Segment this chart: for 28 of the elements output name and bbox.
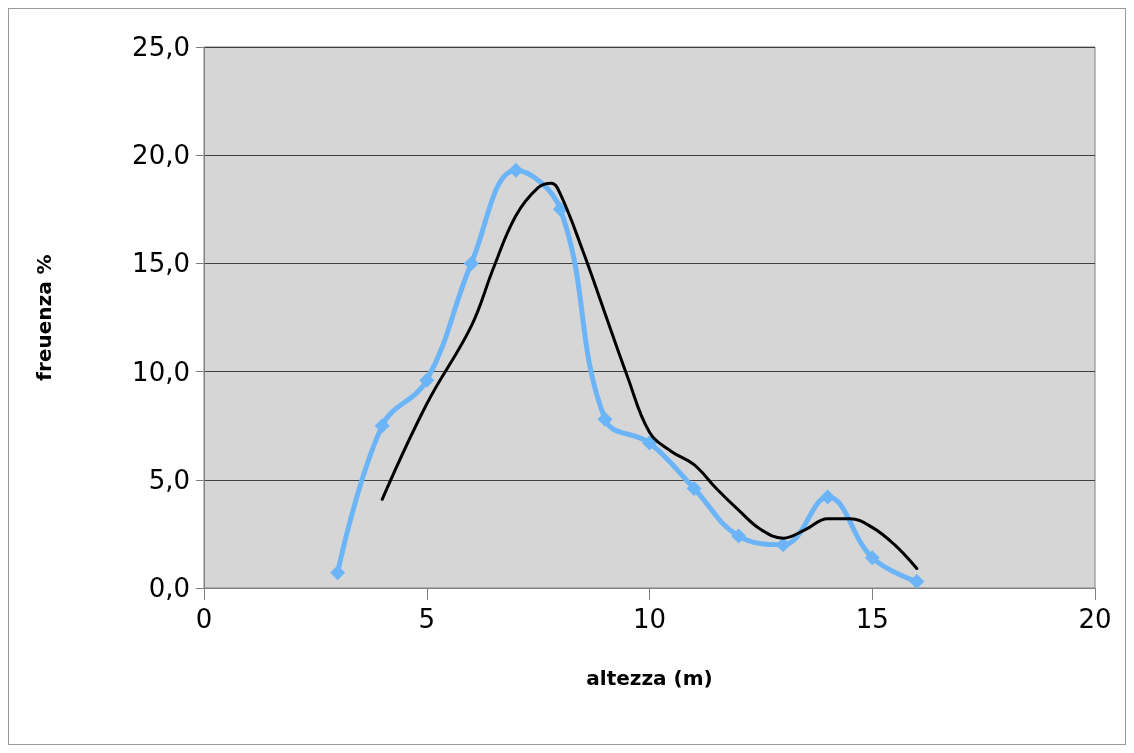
x-axis-title: altezza (m) — [586, 666, 713, 690]
point — [731, 528, 747, 544]
point — [552, 201, 568, 217]
point — [686, 480, 702, 496]
y-tick-label: 25,0 — [132, 32, 190, 62]
y-tick-label: 5,0 — [148, 464, 190, 495]
point — [775, 537, 791, 553]
y-tick-label: 20,0 — [132, 140, 190, 171]
point — [330, 565, 346, 581]
point — [909, 574, 925, 590]
y-tick-label: 15,0 — [132, 248, 190, 279]
point — [820, 489, 836, 505]
point — [419, 372, 435, 388]
point — [508, 162, 524, 178]
x-tick-label: 10 — [632, 604, 667, 634]
y-tick-label: 0,0 — [148, 573, 190, 603]
y-tick-label: 10,0 — [132, 356, 190, 387]
line-series — [380, 181, 919, 571]
point — [597, 411, 613, 427]
x-tick-label: 5 — [418, 604, 436, 634]
point — [463, 255, 479, 271]
point — [864, 550, 880, 566]
y-axis-title: freuenza % — [32, 254, 56, 381]
x-tick-label: 15 — [855, 604, 889, 634]
point — [642, 435, 657, 451]
x-tick-label: 20 — [1078, 604, 1112, 634]
point — [374, 418, 390, 434]
x-tick-label: 0 — [195, 604, 213, 634]
